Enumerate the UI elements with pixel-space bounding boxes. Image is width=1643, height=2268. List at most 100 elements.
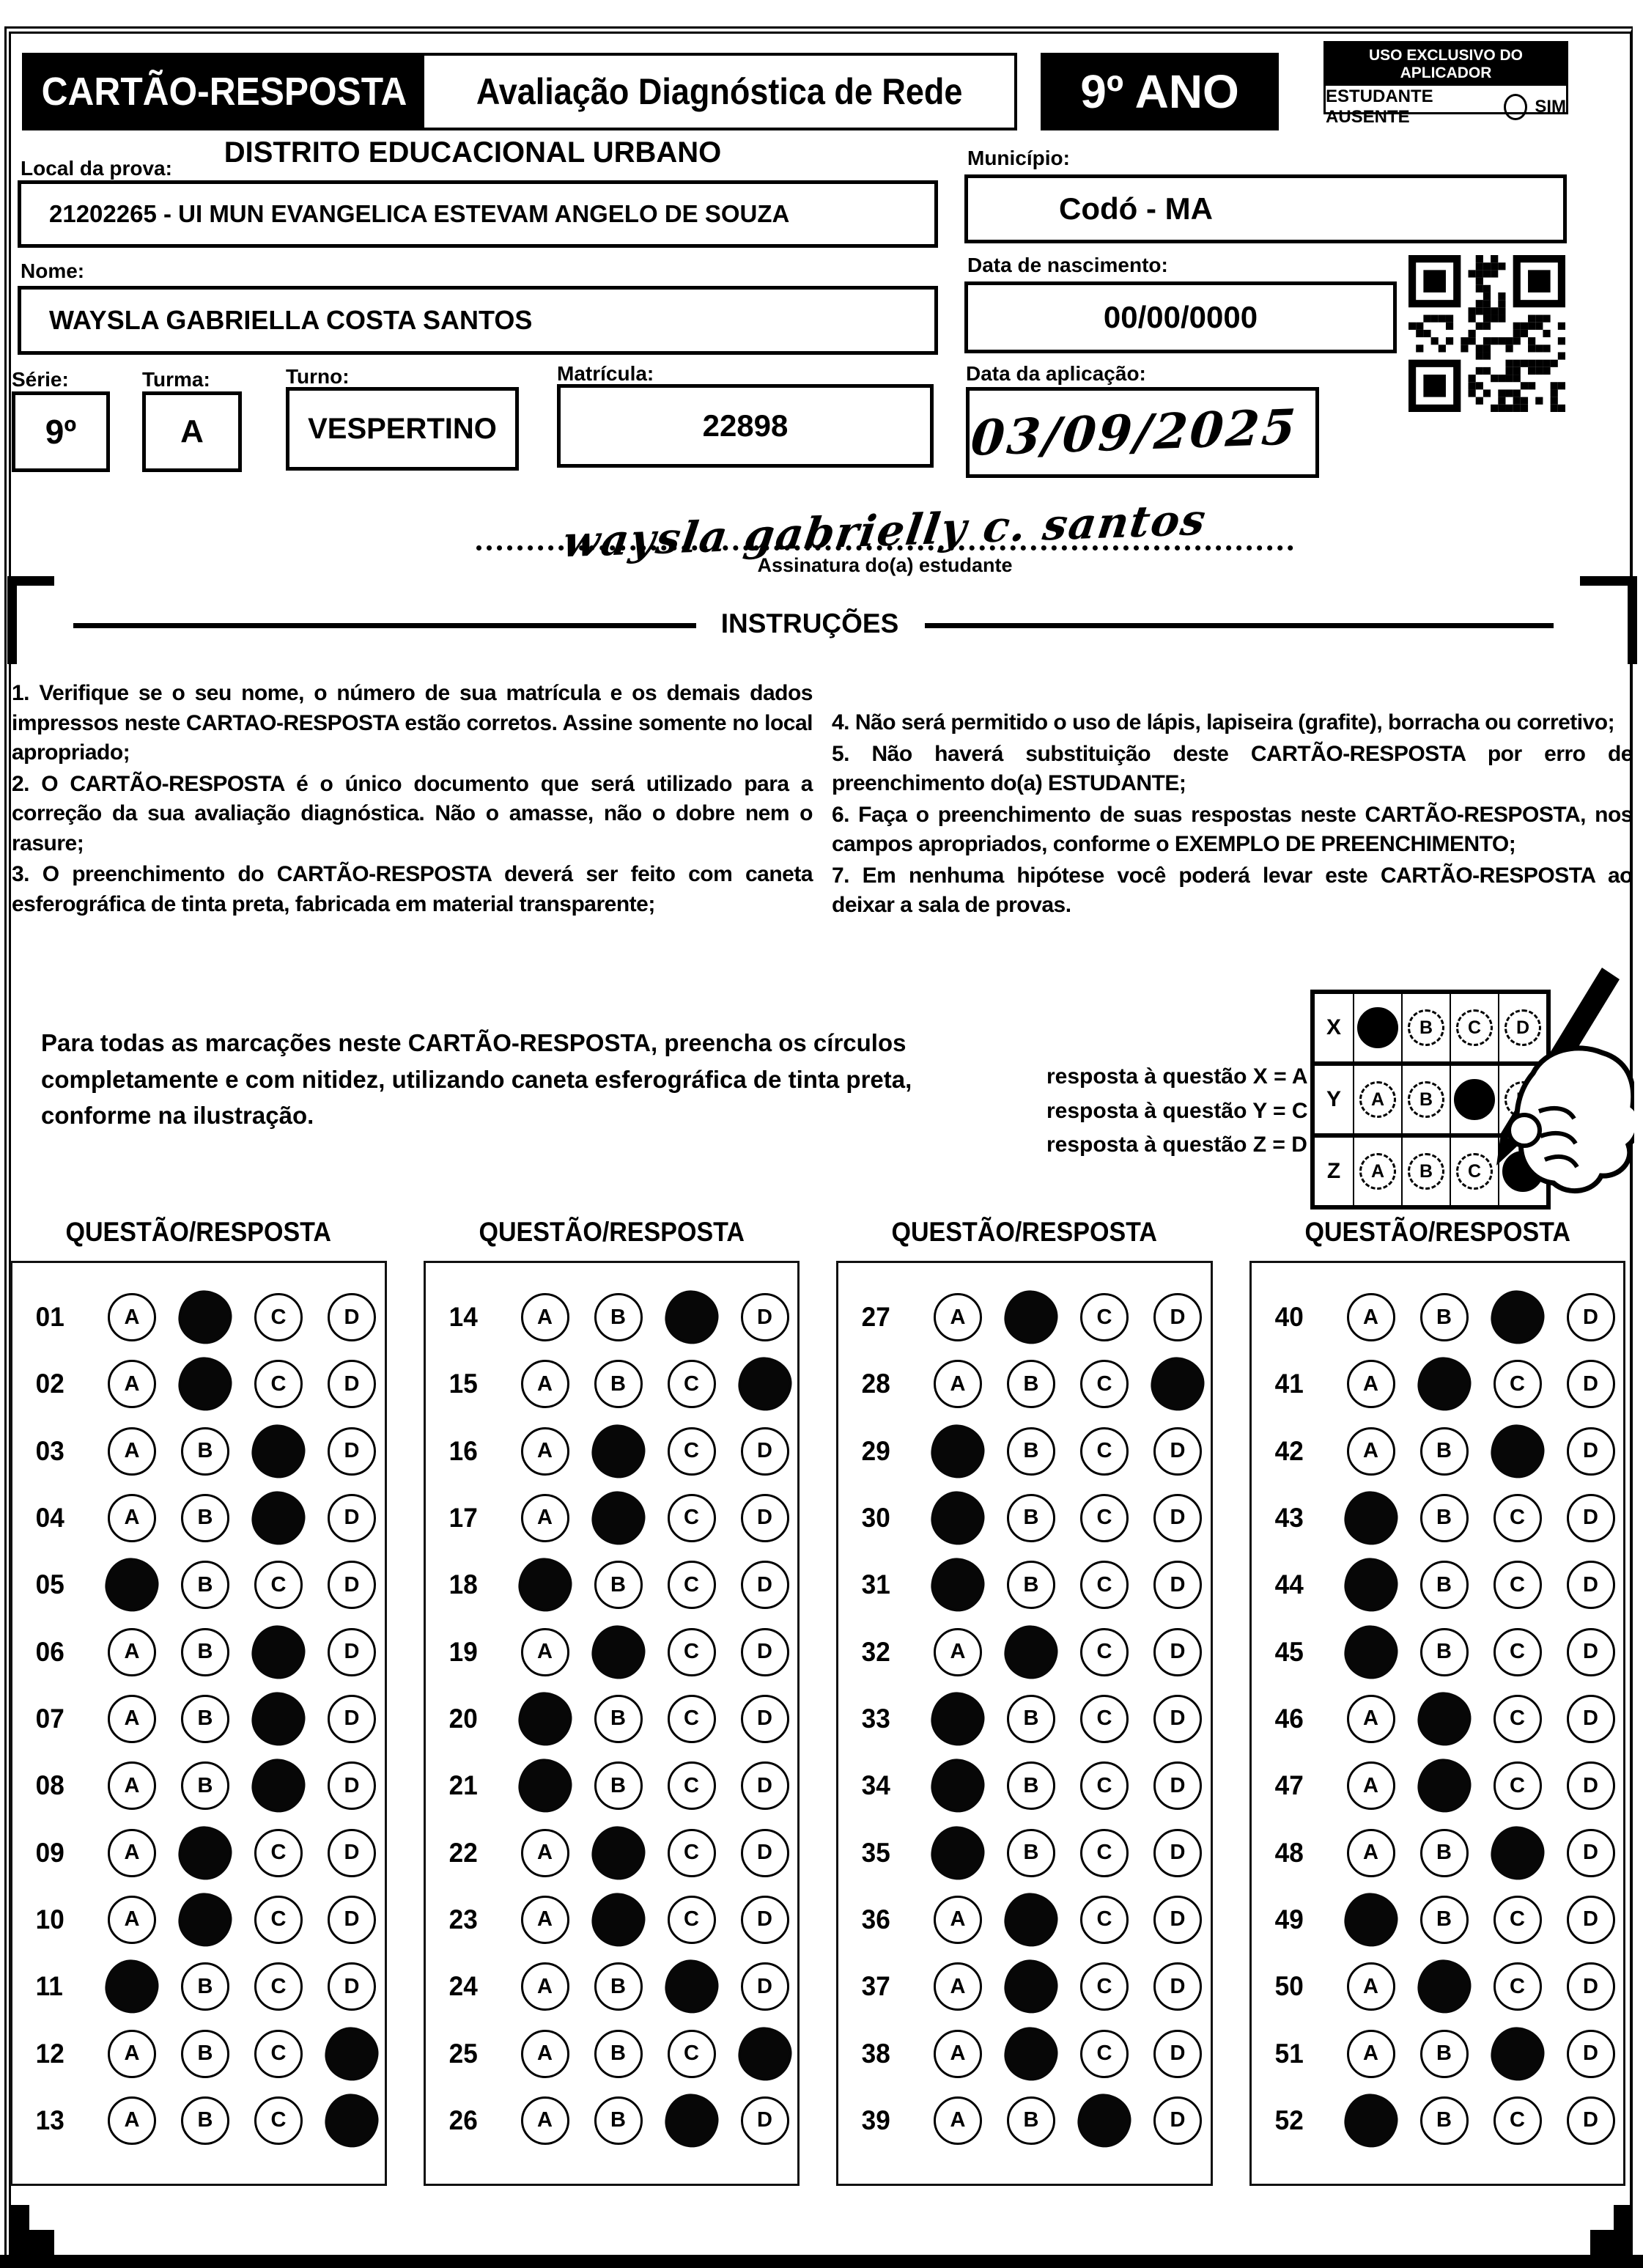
absent-bubble[interactable] [1504,94,1528,120]
answer-bubble-D[interactable]: D [1153,1962,1202,2011]
answer-bubble-D[interactable]: D [328,1493,376,1542]
answer-bubble-B[interactable]: B [594,2096,643,2145]
answer-bubble-D[interactable]: D [1566,1561,1615,1610]
answer-bubble-A[interactable] [928,1688,988,1749]
example-bubble-A[interactable]: A [1359,1081,1396,1118]
answer-bubble-C[interactable] [248,1756,309,1816]
answer-bubble-C[interactable] [248,1421,309,1481]
answer-bubble-B[interactable]: B [1007,1493,1055,1542]
answer-bubble-B[interactable]: B [1419,1493,1469,1542]
answer-bubble-C[interactable]: C [667,1761,716,1811]
answer-bubble-D[interactable] [734,2023,795,2084]
answer-bubble-C[interactable]: C [1493,1360,1542,1409]
answer-bubble-A[interactable]: A [934,1962,982,2011]
answer-bubble-A[interactable]: A [108,1694,156,1743]
answer-bubble-D[interactable]: D [328,1426,376,1476]
answer-bubble-C[interactable]: C [1080,1761,1129,1811]
answer-bubble-B[interactable] [1414,1354,1474,1415]
example-bubble-A[interactable] [1357,1007,1398,1048]
answer-bubble-A[interactable]: A [108,1426,156,1476]
example-bubble-C[interactable] [1454,1079,1495,1120]
answer-bubble-B[interactable]: B [1007,1561,1055,1610]
answer-bubble-D[interactable]: D [1153,1561,1202,1610]
answer-bubble-D[interactable]: D [1153,1627,1202,1676]
answer-bubble-A[interactable] [1340,1621,1401,1682]
answer-bubble-C[interactable]: C [254,1895,303,1944]
answer-bubble-C[interactable]: C [667,2029,716,2078]
answer-bubble-A[interactable] [928,1822,988,1883]
answer-bubble-C[interactable]: C [1080,1828,1129,1877]
answer-bubble-C[interactable]: C [1493,1561,1542,1610]
answer-bubble-B[interactable]: B [594,1360,643,1409]
answer-bubble-C[interactable]: C [1493,1895,1542,1944]
answer-bubble-B[interactable] [1001,1889,1061,1950]
answer-bubble-B[interactable]: B [181,1962,229,2011]
answer-bubble-C[interactable]: C [1493,1962,1542,2011]
answer-bubble-B[interactable]: B [1419,1426,1469,1476]
answer-bubble-A[interactable]: A [108,2029,156,2078]
answer-bubble-A[interactable] [102,1956,162,2017]
answer-bubble-D[interactable]: D [740,1561,789,1610]
example-bubble-D[interactable]: D [1504,1009,1541,1046]
answer-bubble-C[interactable]: C [254,1360,303,1409]
answer-bubble-A[interactable]: A [934,1293,982,1341]
answer-bubble-A[interactable]: A [1346,1962,1395,2011]
answer-bubble-B[interactable] [588,1889,649,1950]
answer-bubble-D[interactable]: D [328,1627,376,1676]
answer-bubble-C[interactable] [248,1487,309,1548]
answer-bubble-A[interactable]: A [520,1293,569,1341]
answer-bubble-A[interactable] [928,1487,988,1548]
answer-bubble-D[interactable]: D [1566,1493,1615,1542]
answer-bubble-B[interactable]: B [181,2096,229,2145]
example-bubble-A[interactable]: A [1359,1153,1396,1190]
answer-bubble-C[interactable]: C [254,1561,303,1610]
answer-bubble-A[interactable] [102,1555,162,1616]
answer-bubble-C[interactable] [248,1688,309,1749]
answer-bubble-D[interactable]: D [1566,1627,1615,1676]
answer-bubble-D[interactable]: D [740,1895,789,1944]
answer-bubble-A[interactable]: A [1346,1426,1395,1476]
answer-bubble-B[interactable]: B [181,1561,229,1610]
answer-bubble-C[interactable]: C [667,1493,716,1542]
answer-bubble-B[interactable]: B [594,1761,643,1811]
answer-bubble-A[interactable]: A [520,2029,569,2078]
answer-bubble-C[interactable]: C [667,1828,716,1877]
answer-bubble-A[interactable]: A [1346,1293,1395,1341]
answer-bubble-A[interactable]: A [1346,1694,1395,1743]
answer-bubble-C[interactable]: C [1080,1627,1129,1676]
answer-bubble-D[interactable] [734,1354,795,1415]
answer-bubble-D[interactable]: D [328,1895,376,1944]
answer-bubble-D[interactable]: D [740,1962,789,2011]
answer-bubble-B[interactable]: B [594,2029,643,2078]
answer-bubble-C[interactable] [1074,2090,1134,2151]
answer-bubble-D[interactable]: D [1566,1962,1615,2011]
answer-bubble-B[interactable] [588,1421,649,1481]
answer-bubble-A[interactable] [1340,1889,1401,1950]
answer-bubble-A[interactable]: A [108,1360,156,1409]
answer-bubble-C[interactable]: C [254,1828,303,1877]
answer-bubble-C[interactable]: C [1080,1493,1129,1542]
answer-bubble-A[interactable]: A [520,1828,569,1877]
answer-bubble-D[interactable]: D [1153,1426,1202,1476]
answer-bubble-B[interactable]: B [181,1627,229,1676]
answer-bubble-A[interactable] [1340,2090,1401,2151]
answer-bubble-A[interactable]: A [108,1293,156,1341]
answer-bubble-D[interactable]: D [328,1828,376,1877]
answer-bubble-A[interactable] [1340,1555,1401,1616]
answer-bubble-C[interactable]: C [1493,1627,1542,1676]
answer-bubble-A[interactable]: A [934,2029,982,2078]
answer-bubble-C[interactable]: C [1080,1426,1129,1476]
answer-bubble-D[interactable]: D [1153,1293,1202,1341]
answer-bubble-C[interactable]: C [1080,1561,1129,1610]
answer-bubble-C[interactable]: C [1493,1761,1542,1811]
answer-bubble-A[interactable]: A [108,1493,156,1542]
answer-bubble-C[interactable]: C [1080,1293,1129,1341]
answer-bubble-D[interactable]: D [328,1360,376,1409]
answer-bubble-B[interactable] [1414,1956,1474,2017]
answer-bubble-A[interactable]: A [1346,1761,1395,1811]
answer-bubble-A[interactable]: A [520,2096,569,2145]
answer-bubble-D[interactable]: D [328,1694,376,1743]
answer-bubble-D[interactable]: D [1566,1426,1615,1476]
answer-bubble-B[interactable]: B [1419,1627,1469,1676]
answer-bubble-C[interactable]: C [667,1561,716,1610]
